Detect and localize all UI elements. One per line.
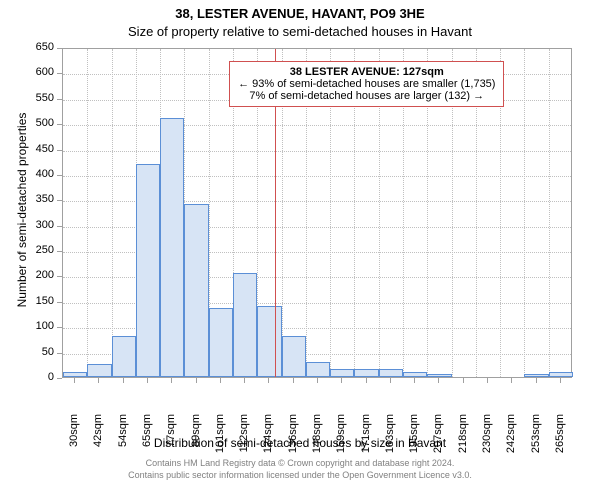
histogram-bar <box>209 308 233 377</box>
y-tick-mark <box>57 150 62 151</box>
y-tick-label: 50 <box>0 346 54 358</box>
x-tick-mark <box>123 378 124 383</box>
y-tick-mark <box>57 327 62 328</box>
property-annotation: 38 LESTER AVENUE: 127sqm← 93% of semi-de… <box>229 61 504 107</box>
x-tick-mark <box>487 378 488 383</box>
histogram-bar <box>549 372 573 377</box>
y-tick-mark <box>57 276 62 277</box>
y-tick-mark <box>57 124 62 125</box>
histogram-bar <box>112 336 136 377</box>
x-tick-mark <box>511 378 512 383</box>
y-tick-mark <box>57 378 62 379</box>
y-tick-mark <box>57 73 62 74</box>
histogram-bar <box>354 369 378 377</box>
y-tick-label: 0 <box>0 371 54 383</box>
histogram-bar <box>524 374 548 377</box>
x-gridline <box>87 49 88 377</box>
x-tick-mark <box>438 378 439 383</box>
y-tick-mark <box>57 302 62 303</box>
x-tick-mark <box>196 378 197 383</box>
histogram-bar <box>63 372 87 377</box>
annotation-smaller: ← 93% of semi-detached houses are smalle… <box>238 78 495 90</box>
x-tick-mark <box>366 378 367 383</box>
chart-container: 38, LESTER AVENUE, HAVANT, PO9 3HE Size o… <box>0 0 600 500</box>
y-tick-label: 600 <box>0 66 54 78</box>
y-tick-mark <box>57 99 62 100</box>
y-tick-mark <box>57 175 62 176</box>
y-tick-mark <box>57 251 62 252</box>
x-gridline <box>524 49 525 377</box>
annotation-larger: 7% of semi-detached houses are larger (1… <box>238 90 495 102</box>
x-tick-mark <box>536 378 537 383</box>
footer-line-2: Contains public sector information licen… <box>0 470 600 480</box>
y-tick-mark <box>57 200 62 201</box>
annotation-title: 38 LESTER AVENUE: 127sqm <box>238 66 495 78</box>
histogram-bar <box>282 336 306 377</box>
x-tick-mark <box>317 378 318 383</box>
histogram-bar <box>87 364 111 377</box>
histogram-bar <box>233 273 257 377</box>
histogram-bar <box>257 306 281 377</box>
histogram-bar <box>136 164 160 377</box>
x-gridline <box>549 49 550 377</box>
y-gridline <box>63 151 571 152</box>
page-title: 38, LESTER AVENUE, HAVANT, PO9 3HE <box>0 6 600 21</box>
y-tick-label: 650 <box>0 41 54 53</box>
y-tick-mark <box>57 353 62 354</box>
x-gridline <box>112 49 113 377</box>
x-tick-mark <box>171 378 172 383</box>
plot-area: 38 LESTER AVENUE: 127sqm← 93% of semi-de… <box>62 48 572 378</box>
page-subtitle: Size of property relative to semi-detach… <box>0 24 600 39</box>
x-tick-mark <box>74 378 75 383</box>
histogram-bar <box>330 369 354 377</box>
x-tick-mark <box>244 378 245 383</box>
histogram-bar <box>403 372 427 377</box>
x-tick-mark <box>390 378 391 383</box>
x-tick-mark <box>98 378 99 383</box>
y-tick-mark <box>57 48 62 49</box>
x-tick-mark <box>560 378 561 383</box>
y-axis-label: Number of semi-detached properties <box>15 100 29 320</box>
x-tick-mark <box>147 378 148 383</box>
histogram-bar <box>306 362 330 377</box>
y-gridline <box>63 125 571 126</box>
x-tick-mark <box>220 378 221 383</box>
x-tick-mark <box>414 378 415 383</box>
x-tick-mark <box>341 378 342 383</box>
x-tick-mark <box>268 378 269 383</box>
y-tick-label: 100 <box>0 320 54 332</box>
histogram-bar <box>184 204 208 377</box>
histogram-bar <box>379 369 403 377</box>
y-tick-mark <box>57 226 62 227</box>
x-tick-mark <box>293 378 294 383</box>
footer-line-1: Contains HM Land Registry data © Crown c… <box>0 458 600 468</box>
x-tick-mark <box>463 378 464 383</box>
histogram-bar <box>160 118 184 377</box>
histogram-bar <box>427 374 451 377</box>
x-axis-label: Distribution of semi-detached houses by … <box>0 436 600 450</box>
